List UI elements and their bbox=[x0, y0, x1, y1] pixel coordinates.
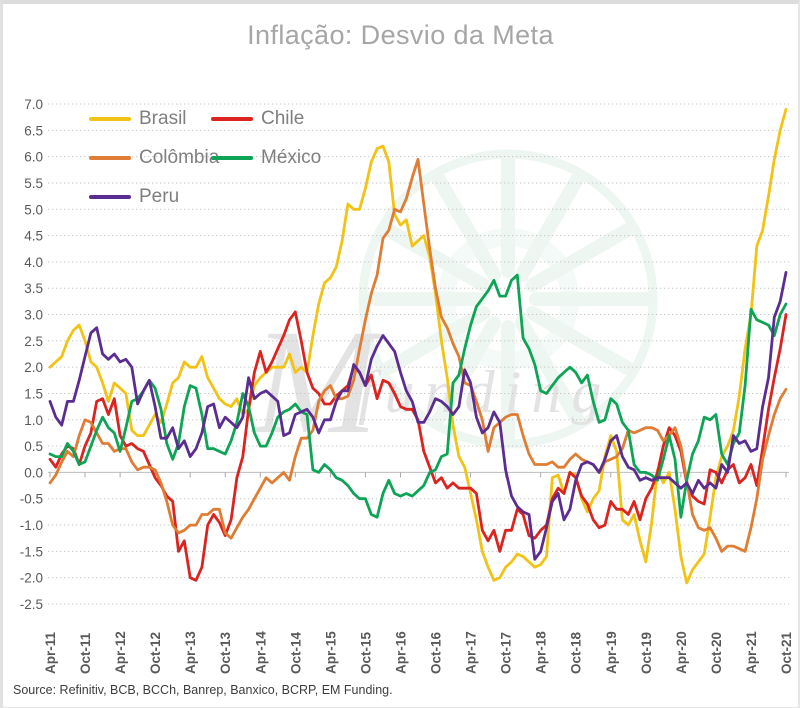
svg-text:4.5: 4.5 bbox=[24, 229, 43, 244]
legend-item-colombia: Colômbia bbox=[89, 143, 219, 173]
page-title: Inflação: Desvio da Meta bbox=[247, 20, 554, 50]
svg-text:Oct-13: Oct-13 bbox=[218, 631, 233, 674]
svg-text:4.0: 4.0 bbox=[24, 255, 43, 270]
svg-text:Oct-12: Oct-12 bbox=[148, 632, 163, 674]
svg-text:6.5: 6.5 bbox=[24, 123, 43, 138]
svg-text:2.5: 2.5 bbox=[24, 334, 43, 349]
svg-text:1.5: 1.5 bbox=[24, 386, 43, 401]
svg-text:Apr-13: Apr-13 bbox=[183, 631, 198, 674]
svg-text:Apr-14: Apr-14 bbox=[253, 631, 268, 674]
svg-text:Oct-15: Oct-15 bbox=[358, 631, 373, 674]
chile-line-swatch-icon bbox=[211, 117, 253, 121]
svg-text:Oct-11: Oct-11 bbox=[78, 632, 93, 674]
svg-text:Apr-18: Apr-18 bbox=[534, 631, 549, 674]
legend-label-chile: Chile bbox=[261, 108, 305, 129]
svg-text:0.0: 0.0 bbox=[24, 465, 43, 480]
svg-text:Oct-14: Oct-14 bbox=[288, 631, 303, 674]
series-line-colombia bbox=[48, 157, 788, 553]
svg-text:-1.5: -1.5 bbox=[20, 544, 43, 559]
svg-text:-1.0: -1.0 bbox=[20, 518, 43, 533]
svg-text:5.5: 5.5 bbox=[24, 176, 43, 191]
svg-text:Oct-17: Oct-17 bbox=[499, 632, 514, 674]
svg-text:Apr-19: Apr-19 bbox=[604, 631, 619, 674]
svg-text:Oct-19: Oct-19 bbox=[639, 632, 654, 674]
colombia-line-swatch-icon bbox=[89, 156, 131, 160]
svg-text:-0.5: -0.5 bbox=[20, 492, 43, 507]
legend-label-brasil: Brasil bbox=[139, 108, 187, 129]
legend-item-mexico: México bbox=[211, 143, 321, 173]
series-line-peru bbox=[48, 271, 788, 561]
x-axis-labels: Apr-11 Oct-11 Apr-12 Oct-12 Apr-13 Oct-13 Apr-… bbox=[43, 631, 794, 674]
y-axis-labels: 7.0 6.5 6.0 5.5 5.0 4.5 4.0 3.5 3.0 2.5 2.0 1.5 1.0 0… bbox=[20, 97, 43, 612]
svg-text:Apr-16: Apr-16 bbox=[393, 631, 408, 674]
svg-text:6.0: 6.0 bbox=[24, 150, 43, 165]
legend-label-colombia: Colômbia bbox=[139, 147, 220, 168]
legend: Brasil Chile Colômbia México Peru bbox=[89, 104, 321, 212]
svg-text:Apr-21: Apr-21 bbox=[744, 631, 759, 674]
svg-text:Apr-20: Apr-20 bbox=[674, 631, 689, 674]
legend-item-brasil: Brasil bbox=[89, 104, 211, 134]
brasil-line-swatch-icon bbox=[89, 117, 131, 121]
svg-text:Apr-15: Apr-15 bbox=[323, 631, 338, 674]
svg-text:-2.0: -2.0 bbox=[20, 571, 43, 586]
legend-item-peru: Peru bbox=[89, 182, 211, 212]
mexico-line-swatch-icon bbox=[211, 156, 253, 160]
svg-text:Apr-11: Apr-11 bbox=[43, 631, 58, 674]
svg-text:0.5: 0.5 bbox=[24, 439, 43, 454]
series-lines bbox=[48, 107, 788, 585]
svg-text:5.0: 5.0 bbox=[24, 202, 43, 217]
series-line-mexico bbox=[48, 273, 788, 519]
svg-text:Apr-12: Apr-12 bbox=[113, 631, 128, 674]
legend-label-mexico: México bbox=[261, 147, 322, 168]
svg-text:Oct-21: Oct-21 bbox=[779, 631, 794, 674]
svg-text:Oct-16: Oct-16 bbox=[429, 631, 444, 674]
series-line-brasil bbox=[48, 107, 788, 585]
source-text: Source: Refinitiv, BCB, BCCh, Banrep, Ba… bbox=[13, 683, 393, 697]
chart-canvas: M funding 7.06.56.05.55.04.54.03.53.02.5… bbox=[20, 97, 794, 674]
svg-text:7.0: 7.0 bbox=[24, 97, 43, 112]
peru-line-swatch-icon bbox=[89, 195, 131, 199]
y-gridlines bbox=[48, 103, 789, 605]
legend-item-chile: Chile bbox=[211, 104, 321, 134]
svg-text:Oct-18: Oct-18 bbox=[569, 631, 584, 674]
svg-text:Apr-17: Apr-17 bbox=[464, 631, 479, 674]
svg-text:3.5: 3.5 bbox=[24, 281, 43, 296]
svg-text:2.0: 2.0 bbox=[24, 360, 43, 375]
svg-text:1.0: 1.0 bbox=[24, 413, 43, 428]
legend-label-peru: Peru bbox=[139, 186, 180, 207]
svg-text:3.0: 3.0 bbox=[24, 308, 43, 323]
svg-text:-2.5: -2.5 bbox=[20, 597, 43, 612]
svg-text:Oct-20: Oct-20 bbox=[709, 632, 724, 674]
